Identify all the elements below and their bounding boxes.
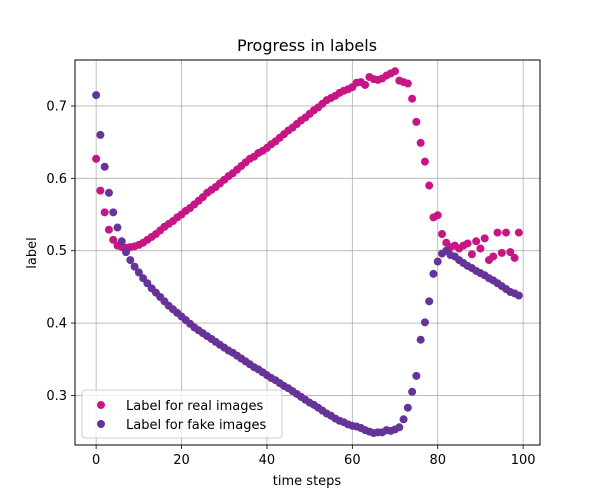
real-image-point — [480, 234, 489, 243]
real-image-point — [403, 79, 412, 88]
fake-image-point — [425, 297, 434, 306]
real-image-point — [438, 230, 447, 239]
legend-marker-real — [97, 401, 105, 409]
real-image-point — [361, 80, 370, 89]
fake-image-point — [403, 403, 412, 412]
y-axis-ticks: 0.3 0.4 0.5 0.6 0.7 — [46, 99, 75, 404]
fake-image-point — [420, 318, 429, 327]
y-tick-label: 0.7 — [46, 99, 67, 114]
y-axis-label: label — [25, 237, 40, 268]
real-image-point — [476, 244, 485, 253]
fake-image-point — [433, 257, 442, 266]
real-image-point — [425, 181, 434, 190]
real-image-point — [416, 138, 425, 147]
legend: Label for real images Label for fake ima… — [81, 389, 283, 439]
fake-image-point — [92, 91, 101, 100]
real-image-point — [472, 237, 481, 246]
fake-image-point — [514, 291, 523, 300]
fake-image-point — [134, 268, 143, 277]
real-image-point — [489, 252, 498, 261]
y-tick-label: 0.4 — [46, 317, 67, 332]
fake-image-point — [429, 269, 438, 278]
y-tick-label: 0.3 — [46, 389, 67, 404]
real-image-point — [506, 248, 515, 257]
real-image-point — [109, 235, 118, 244]
real-image-point — [408, 94, 417, 103]
fake-image-point — [117, 237, 126, 246]
x-tick-label: 20 — [173, 453, 190, 468]
fake-image-point — [100, 162, 109, 171]
series-real-points — [92, 67, 523, 265]
x-tick-label: 80 — [429, 453, 446, 468]
fake-image-point — [122, 248, 131, 257]
x-axis-ticks: 0 20 40 60 80 100 — [92, 445, 536, 468]
real-image-point — [514, 228, 523, 237]
real-image-point — [433, 211, 442, 220]
x-tick-label: 60 — [344, 453, 361, 468]
series-fake-points — [92, 91, 523, 438]
fake-image-point — [395, 423, 404, 432]
real-image-point — [493, 228, 502, 237]
x-tick-label: 100 — [511, 453, 536, 468]
real-image-point — [467, 250, 476, 259]
fake-image-point — [399, 415, 408, 424]
legend-label-real: Label for real images — [126, 399, 263, 414]
chart-title: Progress in labels — [237, 36, 377, 55]
y-tick-label: 0.6 — [46, 172, 67, 187]
real-image-point — [502, 228, 511, 237]
x-axis-label: time steps — [273, 474, 342, 489]
fake-image-point — [408, 387, 417, 396]
fake-image-point — [113, 223, 122, 232]
fake-image-point — [130, 262, 139, 271]
real-image-point — [96, 186, 105, 195]
y-tick-label: 0.5 — [46, 244, 67, 259]
fake-image-point — [416, 335, 425, 344]
x-tick-label: 0 — [92, 453, 100, 468]
x-tick-label: 40 — [259, 453, 276, 468]
legend-marker-fake — [97, 420, 105, 428]
real-image-point — [92, 154, 101, 163]
legend-box — [81, 389, 283, 439]
real-image-point — [412, 117, 421, 126]
grid-lines — [75, 60, 540, 445]
plot-frame — [74, 59, 541, 446]
legend-label-fake: Label for fake images — [126, 418, 266, 433]
real-image-point — [497, 248, 506, 257]
fake-image-point — [412, 371, 421, 380]
real-image-point — [104, 225, 113, 234]
real-image-point — [510, 253, 519, 262]
real-image-point — [100, 208, 109, 217]
real-image-point — [463, 239, 472, 248]
real-image-point — [391, 67, 400, 76]
fake-image-point — [96, 130, 105, 139]
fake-image-point — [109, 208, 118, 217]
fake-image-point — [126, 256, 135, 265]
fake-image-point — [104, 188, 113, 197]
real-image-point — [420, 157, 429, 166]
